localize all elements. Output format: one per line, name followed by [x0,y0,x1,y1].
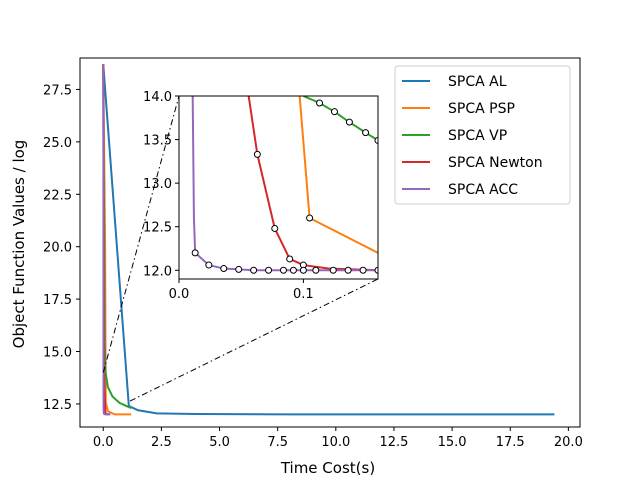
inset-marker-spca-acc [220,265,228,273]
x-axis-label: Time Cost(s) [280,459,375,477]
x-tick-label: 2.5 [151,435,172,450]
y-tick-label: 27.5 [43,83,72,98]
legend-label-spca-vp: SPCA VP [448,128,507,144]
x-tick-label: 7.5 [267,435,288,450]
inset-marker-spca-vp [374,136,378,144]
inset-background [179,96,378,279]
y-axis-label: Object Function Values / log [10,140,28,349]
inset-x-tick-label: 0.0 [169,287,190,302]
inset-marker-spca-acc [265,266,273,274]
inset-marker-spca-acc [344,266,352,274]
x-tick-label: 0.0 [93,435,114,450]
y-tick-label: 17.5 [43,293,72,308]
inset-plot: 0.0 0.1 12.0 12.5 13.0 13.5 14.0 [143,90,379,302]
inset-marker-spca-acc [205,261,213,269]
inset-y-tick-label: 14.0 [143,90,172,105]
legend: SPCA AL SPCA PSP SPCA VP SPCA Newton SPCA AC… [394,65,571,205]
x-tick-label: 10.0 [321,435,350,450]
inset-marker-spca-acc [359,266,367,274]
y-tick-label: 25.0 [43,136,72,151]
inset-marker-spca-vp [362,129,370,137]
connector-line [129,278,379,402]
legend-label-spca-al: SPCA AL [448,74,507,90]
connector-line [102,95,180,373]
inset-marker-spca-acc [250,266,258,274]
inset-marker-spca-newton [271,224,279,232]
inset-marker-spca-vp [345,118,353,126]
inset-marker-spca-acc [191,249,199,257]
y-tick-label: 12.5 [43,398,72,413]
x-tick-label: 12.5 [379,435,408,450]
inset-marker-spca-newton [286,255,294,263]
inset-y-tick-label: 12.5 [143,221,172,236]
main-axes-frame [79,57,581,428]
inset-marker-spca-acc [299,266,307,274]
inset-marker-spca-acc [329,266,337,274]
y-tick-label: 15.0 [43,346,72,361]
inset-marker-spca-acc [312,266,320,274]
inset-marker-spca-acc [374,266,378,274]
inset-y-tick-label: 12.0 [143,264,172,279]
inset-marker-spca-acc [289,266,297,274]
x-tick-label: 15.0 [438,435,467,450]
inset-y-tick-label: 13.0 [143,177,172,192]
y-tick-label: 20.0 [43,241,72,256]
inset-marker-spca-acc [279,266,287,274]
inset-axes-frame [178,95,379,280]
zoom-connector-lines [102,95,379,402]
inset-marker-spca-psp [306,214,314,222]
inset-marker-spca-vp [330,108,338,116]
y-tick-label: 22.5 [43,188,72,203]
main-plot: 0.0 2.5 5.0 7.5 10.0 12.5 15.0 17.5 20.0 12.5 15.0… [43,57,583,450]
series-line-spca-acc [102,64,111,416]
legend-label-spca-psp: SPCA PSP [448,101,515,117]
x-tick-label: 20.0 [554,435,583,450]
legend-label-spca-acc: SPCA ACC [448,182,518,198]
x-tick-label: 5.0 [209,435,230,450]
inset-marker-spca-acc [235,265,243,273]
inset-y-tick-label: 13.5 [143,134,172,149]
legend-label-spca-newton: SPCA Newton [448,155,543,171]
inset-x-tick-label: 0.1 [293,287,314,302]
legend-frame [394,65,571,205]
x-tick-label: 17.5 [496,435,525,450]
inset-marker-spca-vp [316,99,324,107]
inset-marker-spca-newton [253,150,261,158]
